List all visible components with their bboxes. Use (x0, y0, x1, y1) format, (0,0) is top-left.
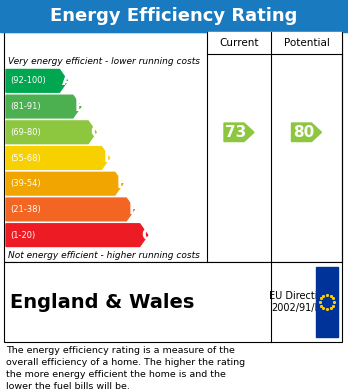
Text: B: B (75, 99, 86, 114)
Text: lower the fuel bills will be.: lower the fuel bills will be. (6, 382, 130, 391)
Polygon shape (6, 70, 68, 92)
Bar (4, 32, 342, 262)
Text: 2002/91/EC: 2002/91/EC (271, 303, 327, 313)
Polygon shape (6, 172, 123, 195)
Text: Energy Efficiency Rating: Energy Efficiency Rating (50, 7, 298, 25)
Polygon shape (6, 95, 81, 118)
Text: A: A (62, 74, 73, 88)
Polygon shape (6, 147, 110, 169)
Text: Very energy efficient - lower running costs: Very energy efficient - lower running co… (8, 57, 200, 66)
Text: the more energy efficient the home is and the: the more energy efficient the home is an… (6, 370, 226, 379)
Text: (55-68): (55-68) (10, 154, 41, 163)
Text: 80: 80 (293, 125, 314, 140)
Polygon shape (292, 123, 322, 142)
Text: EU Directive: EU Directive (269, 291, 329, 301)
Text: (39-54): (39-54) (10, 179, 41, 188)
Text: Not energy efficient - higher running costs: Not energy efficient - higher running co… (8, 251, 200, 260)
Text: F: F (128, 202, 139, 217)
Polygon shape (6, 121, 96, 143)
Bar (0, 0, 348, 32)
Text: E: E (117, 176, 127, 191)
Bar (4, 262, 342, 342)
Text: (81-91): (81-91) (10, 102, 41, 111)
Text: Potential: Potential (284, 38, 330, 48)
Text: overall efficiency of a home. The higher the rating: overall efficiency of a home. The higher… (6, 358, 245, 367)
Text: England & Wales: England & Wales (10, 292, 195, 312)
Text: (1-20): (1-20) (10, 231, 35, 240)
Text: (92-100): (92-100) (10, 76, 46, 85)
Bar (207, 32, 342, 54)
Text: The energy efficiency rating is a measure of the: The energy efficiency rating is a measur… (6, 346, 235, 355)
Text: (21-38): (21-38) (10, 205, 41, 214)
Polygon shape (224, 123, 254, 142)
Text: (69-80): (69-80) (10, 128, 41, 137)
Text: C: C (90, 125, 101, 140)
Polygon shape (6, 224, 148, 246)
Text: G: G (142, 228, 154, 243)
Text: D: D (103, 151, 116, 165)
Polygon shape (6, 198, 134, 221)
Bar (316, 267, 338, 337)
Text: Current: Current (219, 38, 259, 48)
Text: 73: 73 (226, 125, 247, 140)
